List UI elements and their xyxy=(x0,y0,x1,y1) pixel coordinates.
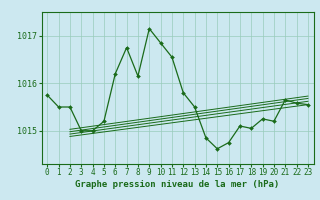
X-axis label: Graphe pression niveau de la mer (hPa): Graphe pression niveau de la mer (hPa) xyxy=(76,180,280,189)
